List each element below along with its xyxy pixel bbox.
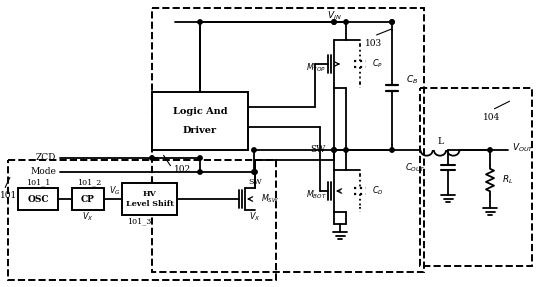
Bar [122, 183, 177, 215]
Text: CP: CP [81, 195, 95, 203]
Text: SW: SW [248, 178, 262, 186]
Bar [72, 188, 104, 210]
Circle shape [344, 148, 348, 152]
Text: 101_2: 101_2 [77, 178, 101, 186]
Circle shape [332, 148, 336, 152]
Circle shape [252, 148, 256, 152]
Text: $V_G$: $V_G$ [109, 185, 121, 197]
Text: 103: 103 [365, 38, 382, 48]
Text: $C_P$: $C_P$ [372, 58, 383, 70]
Text: Mode: Mode [30, 168, 56, 177]
Text: SW: SW [311, 146, 326, 154]
Text: Driver: Driver [183, 126, 217, 135]
Text: 101_3: 101_3 [127, 217, 151, 225]
Circle shape [390, 20, 394, 24]
Text: Level Shift: Level Shift [126, 200, 174, 208]
Circle shape [252, 170, 256, 174]
Circle shape [332, 20, 336, 24]
Bar [152, 92, 248, 150]
Text: $V_{OUT}$: $V_{OUT}$ [512, 142, 534, 154]
Text: $C_B$: $C_B$ [406, 74, 418, 86]
Circle shape [150, 156, 154, 160]
Text: L: L [437, 137, 443, 146]
Text: Logic And: Logic And [173, 107, 227, 116]
Text: $C_{OUT}$: $C_{OUT}$ [405, 162, 426, 174]
Text: $C_D$: $C_D$ [372, 185, 384, 197]
Text: $V_{IN}$: $V_{IN}$ [327, 10, 341, 22]
Bar [18, 188, 58, 210]
Text: $M_{TOP}$: $M_{TOP}$ [306, 62, 326, 74]
Text: $R_L$: $R_L$ [502, 174, 513, 186]
Text: $V_X$: $V_X$ [249, 211, 261, 223]
Circle shape [488, 148, 492, 152]
Text: 102: 102 [174, 166, 191, 174]
Circle shape [390, 20, 394, 24]
Text: OSC: OSC [27, 195, 49, 203]
Text: HV: HV [143, 190, 156, 198]
Circle shape [390, 148, 394, 152]
Text: 101: 101 [0, 191, 17, 199]
Text: $M_{BOT}$: $M_{BOT}$ [306, 189, 327, 201]
Circle shape [344, 20, 348, 24]
Circle shape [253, 170, 257, 174]
Circle shape [198, 156, 202, 160]
Text: $M_{SW}$: $M_{SW}$ [261, 193, 279, 205]
Circle shape [198, 20, 202, 24]
Text: 104: 104 [483, 113, 500, 123]
Circle shape [332, 20, 336, 24]
Circle shape [198, 170, 202, 174]
Circle shape [332, 148, 336, 152]
Text: ZCD: ZCD [36, 154, 56, 162]
Text: 101_1: 101_1 [26, 178, 50, 186]
Text: $V_X$: $V_X$ [82, 211, 94, 223]
